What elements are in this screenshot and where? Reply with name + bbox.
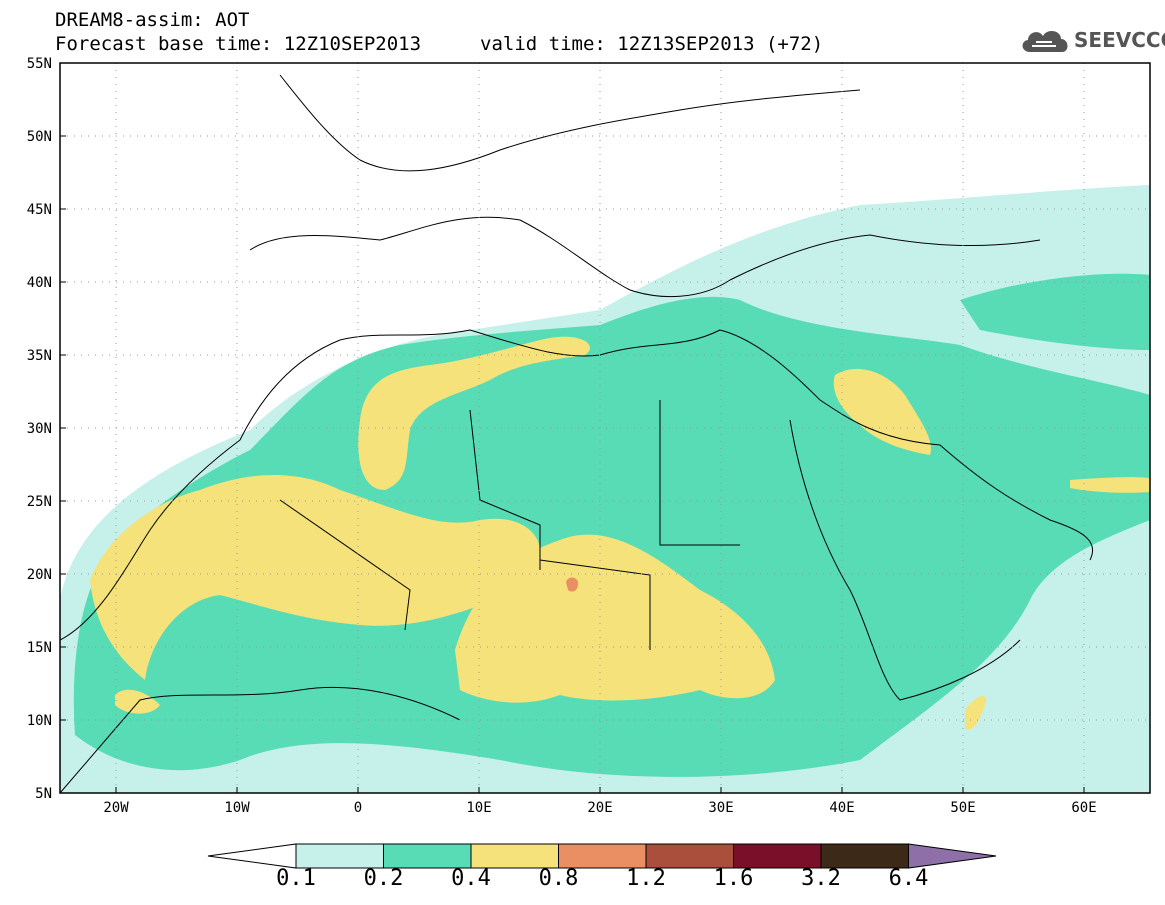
aot-band-0-4-gulf	[1070, 477, 1150, 493]
colorbar-label: 1.6	[713, 866, 754, 891]
aot-band-0-4-central	[455, 534, 775, 703]
lat-label: 45N	[27, 202, 52, 218]
graticule	[60, 63, 1150, 793]
logo-text: SEEVCCC	[1074, 28, 1165, 52]
lon-labels: 20W 10W 0 10E 20E 30E 40E 50E 60E	[103, 800, 1096, 816]
lon-label: 20W	[103, 800, 129, 816]
colorbar-swatch	[470, 843, 559, 869]
seevccc-logo: SEEVCCC	[1018, 24, 1165, 58]
lon-label: 0	[354, 800, 362, 816]
map-title: DREAM8-assim: AOT	[55, 9, 250, 31]
lon-label: 30E	[708, 800, 733, 816]
colorbar-label: 0.2	[363, 866, 404, 891]
colorbar-high-arrow	[908, 843, 997, 869]
colorbar-swatch	[383, 843, 472, 869]
aot-band-0-4-somalia	[965, 695, 986, 730]
lat-label: 50N	[27, 129, 52, 145]
lon-label: 20E	[587, 800, 612, 816]
colorbar-label: 0.8	[538, 866, 579, 891]
cloud-icon	[1022, 30, 1068, 52]
lat-label: 20N	[27, 567, 52, 583]
coastlines	[59, 74, 1093, 794]
aot-band-0-2-east	[960, 273, 1150, 350]
aot-band-0-4-west	[90, 475, 541, 680]
forecast-base-time: Forecast base time: 12Z10SEP2013	[55, 33, 422, 55]
colorbar-swatch	[558, 843, 647, 869]
lat-label: 25N	[27, 494, 52, 510]
colorbar-swatch	[295, 843, 384, 869]
aot-band-0-8-spot	[566, 577, 579, 592]
lat-label: 35N	[27, 348, 52, 364]
aot-band-0-4-guinea	[115, 689, 160, 714]
lon-label: 50E	[950, 800, 975, 816]
valid-time: valid time: 12Z13SEP2013 (+72)	[480, 33, 824, 55]
lon-label: 40E	[829, 800, 854, 816]
aot-band-0-4-north	[358, 336, 590, 490]
colorbar-label: 1.2	[626, 866, 666, 891]
colorbar-label: 0.1	[276, 866, 316, 891]
lon-label: 10E	[466, 800, 491, 816]
colorbar	[207, 843, 997, 869]
lat-label: 10N	[27, 713, 52, 729]
aot-fields	[60, 185, 1150, 793]
colorbar-low-arrow	[207, 843, 297, 869]
colorbar-label: 0.4	[451, 866, 491, 891]
lat-label: 5N	[35, 786, 52, 802]
aot-band-0-4-arabia	[833, 368, 931, 455]
lat-label: 40N	[27, 275, 52, 291]
colorbar-swatch	[733, 843, 822, 869]
lat-label: 15N	[27, 640, 52, 656]
colorbar-swatch	[645, 843, 734, 869]
lon-label: 60E	[1071, 800, 1096, 816]
lat-label: 55N	[27, 56, 52, 72]
lat-labels: 5N 10N 15N 20N 25N 30N 35N 40N 45N 50N 5…	[27, 56, 52, 802]
colorbar-label: 3.2	[801, 866, 841, 891]
lon-label: 10W	[224, 800, 250, 816]
colorbar-label: 6.4	[888, 866, 929, 891]
colorbar-swatch	[820, 843, 909, 869]
tick-marks	[60, 135, 1085, 793]
lat-label: 30N	[27, 421, 52, 437]
